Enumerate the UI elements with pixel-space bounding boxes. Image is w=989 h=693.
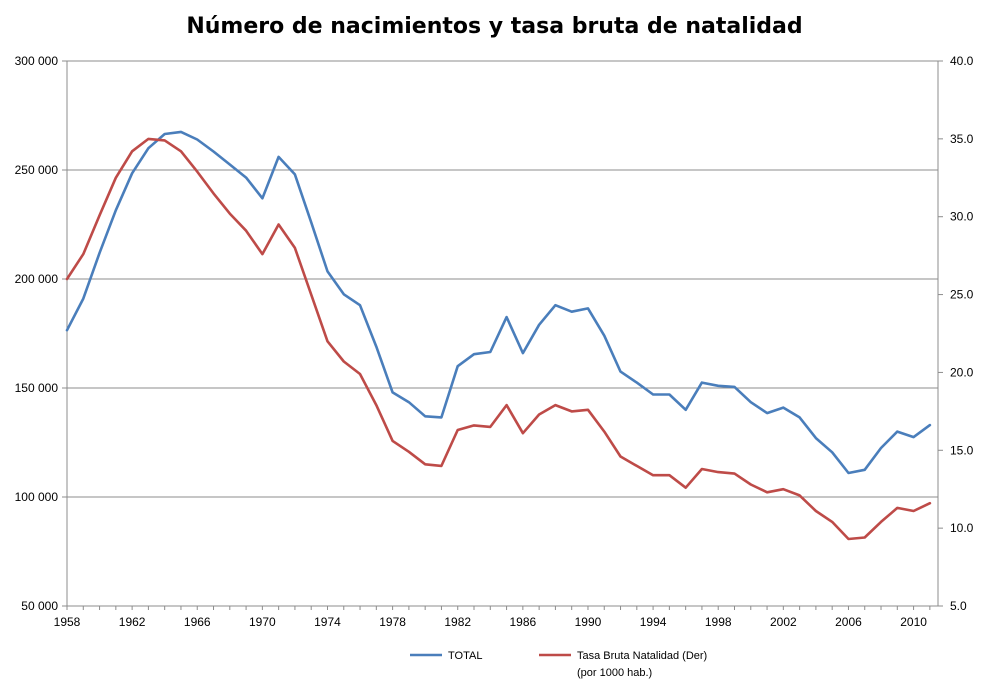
right-axis-tick-label: 40.0	[950, 54, 974, 68]
x-axis-tick-label: 1962	[119, 615, 146, 629]
right-axis-tick-label: 10.0	[950, 521, 974, 535]
right-axis-tick-label: 25.0	[950, 288, 974, 302]
series-lines	[65, 130, 932, 541]
x-axis-tick-label: 1998	[705, 615, 732, 629]
x-axis-tick-label: 1966	[184, 615, 211, 629]
right-axis-tick-label: 20.0	[950, 365, 974, 379]
x-axis-tick-label: 1990	[575, 615, 602, 629]
x-axis-tick-label: 1958	[54, 615, 81, 629]
x-axis-tick-label: 2010	[900, 615, 927, 629]
left-axis-tick-label: 100 000	[15, 490, 59, 504]
series-line-1	[65, 130, 932, 475]
x-axis-tick-label: 2002	[770, 615, 797, 629]
x-axis-tick-label: 1986	[509, 615, 536, 629]
x-axis-tick-label: 1994	[640, 615, 667, 629]
right-axis-tick-label: 15.0	[950, 443, 974, 457]
legend-label-2: (por 1000 hab.)	[577, 667, 652, 679]
series-line-2	[65, 137, 932, 541]
left-axis-tick-label: 250 000	[15, 163, 59, 177]
x-axis-tick-label: 1970	[249, 615, 276, 629]
right-axis-tick-label: 30.0	[950, 210, 974, 224]
legend-label-1: TOTAL	[448, 650, 482, 662]
x-axis-tick-label: 1974	[314, 615, 341, 629]
left-axis-tick-label: 200 000	[15, 272, 59, 286]
axes	[62, 60, 943, 610]
right-axis-tick-labels: 5.0 10.0 15.0 20.0 25.0 30.0 35.0 40.0	[950, 54, 974, 613]
left-axis-tick-label: 150 000	[15, 381, 59, 395]
x-axis-tick-labels: 1958 1962 1966 1970 1974 1978 1982 1986 1990 1994…	[54, 615, 928, 629]
legend: TOTAL Tasa Bruta Natalidad (Der) (por 1000…	[410, 650, 707, 679]
left-axis-tick-labels: 50 000 100 000 150 000 200 000 250 000 300 00…	[15, 54, 59, 613]
left-axis-tick-label: 300 000	[15, 54, 59, 68]
legend-label-2: Tasa Bruta Natalidad (Der)	[577, 650, 707, 662]
grid-lines	[67, 60, 938, 498]
x-axis-tick-label: 2006	[835, 615, 862, 629]
right-axis-tick-label: 5.0	[950, 599, 967, 613]
chart-title: Número de nacimientos y tasa bruta de na…	[186, 14, 803, 39]
right-axis-tick-label: 35.0	[950, 132, 974, 146]
x-axis-tick-label: 1978	[379, 615, 406, 629]
left-axis-tick-label: 50 000	[21, 599, 58, 613]
x-axis-tick-label: 1982	[444, 615, 471, 629]
